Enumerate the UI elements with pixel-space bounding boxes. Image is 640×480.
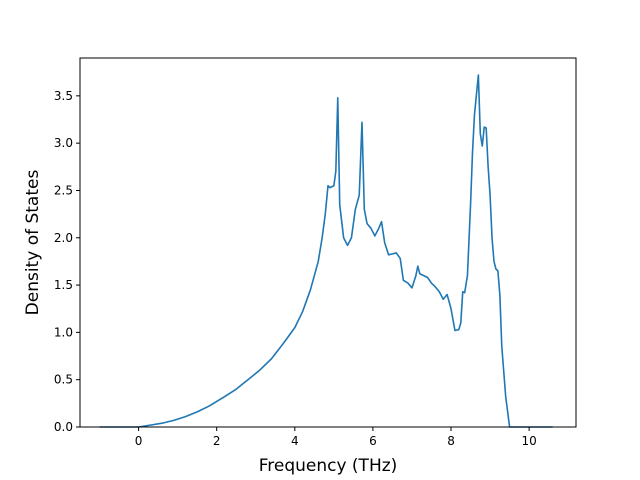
- x-axis: 0 2 4 6 8 10: [135, 427, 537, 448]
- y-tick-label: 1.5: [54, 278, 73, 292]
- y-tick-label: 3.5: [54, 89, 73, 103]
- x-axis-label: Frequency (THz): [259, 456, 398, 476]
- plot-content: [99, 74, 553, 428]
- x-tick-label: 6: [369, 434, 377, 448]
- plot-frame: [79, 57, 577, 428]
- x-tick-label: 8: [447, 434, 455, 448]
- series-line-0: [99, 74, 553, 428]
- y-tick-label: 2.5: [54, 183, 73, 197]
- y-axis-label: Density of States: [23, 170, 43, 316]
- x-tick-label: 2: [213, 434, 221, 448]
- y-tick-label: 2.0: [54, 231, 73, 245]
- x-tick-label: 0: [135, 434, 143, 448]
- y-axis: 0.0 0.5 1.0 1.5 2.0 2.5 3.0 3.5: [54, 89, 80, 434]
- y-tick-label: 0.0: [54, 420, 73, 434]
- y-tick-label: 1.0: [54, 325, 73, 339]
- x-tick-label: 10: [521, 434, 536, 448]
- x-tick-label: 4: [291, 434, 299, 448]
- y-tick-label: 0.5: [54, 373, 73, 387]
- y-tick-label: 3.0: [54, 136, 73, 150]
